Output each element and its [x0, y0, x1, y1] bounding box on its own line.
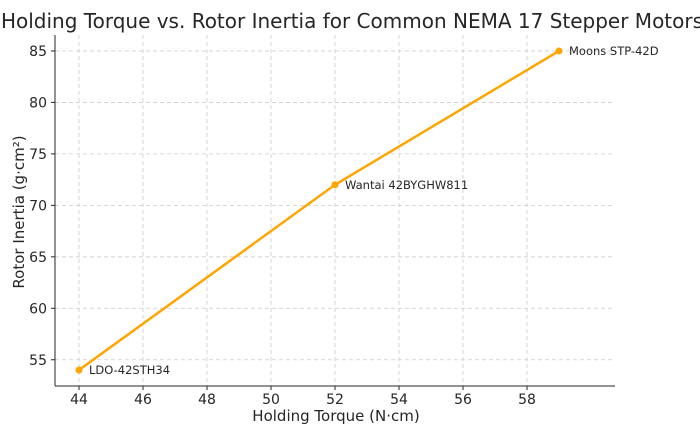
point-annotation: Moons STP-42D — [569, 44, 659, 58]
y-tick-label: 75 — [29, 147, 47, 163]
y-tick-label: 60 — [29, 301, 47, 317]
y-tick-label: 70 — [29, 198, 47, 214]
x-tick-label: 50 — [262, 392, 280, 408]
point-annotation: Wantai 42BYGHW811 — [345, 178, 468, 192]
x-tick-label: 56 — [454, 392, 472, 408]
x-tick-label: 48 — [198, 392, 216, 408]
axes: 44 46 48 50 52 54 56 58 55 60 65 70 75 80 85 — [29, 35, 615, 408]
x-axis-label: Holding Torque (N·cm) — [252, 407, 419, 425]
y-axis-label: Rotor Inertia (g·cm²) — [10, 135, 28, 288]
series-line: LDO-42STH34 Wantai 42BYGHW811 Moons STP-42… — [75, 44, 659, 377]
y-tick-label: 65 — [29, 250, 47, 266]
chart-title: Holding Torque vs. Rotor Inertia for Com… — [1, 9, 700, 33]
y-tick-label: 85 — [29, 44, 47, 60]
x-tick-label: 54 — [390, 392, 408, 408]
data-point — [331, 181, 339, 189]
y-tick-label: 80 — [29, 95, 47, 111]
data-point — [555, 47, 563, 55]
grid-lines — [55, 35, 615, 386]
x-tick-label: 44 — [70, 392, 88, 408]
series-polyline — [78, 49, 560, 372]
x-tick-label: 46 — [134, 392, 152, 408]
point-annotation: LDO-42STH34 — [89, 363, 170, 377]
data-point — [75, 366, 83, 374]
y-tick-label: 55 — [29, 353, 47, 369]
x-tick-label: 58 — [518, 392, 536, 408]
x-tick-label: 52 — [326, 392, 344, 408]
